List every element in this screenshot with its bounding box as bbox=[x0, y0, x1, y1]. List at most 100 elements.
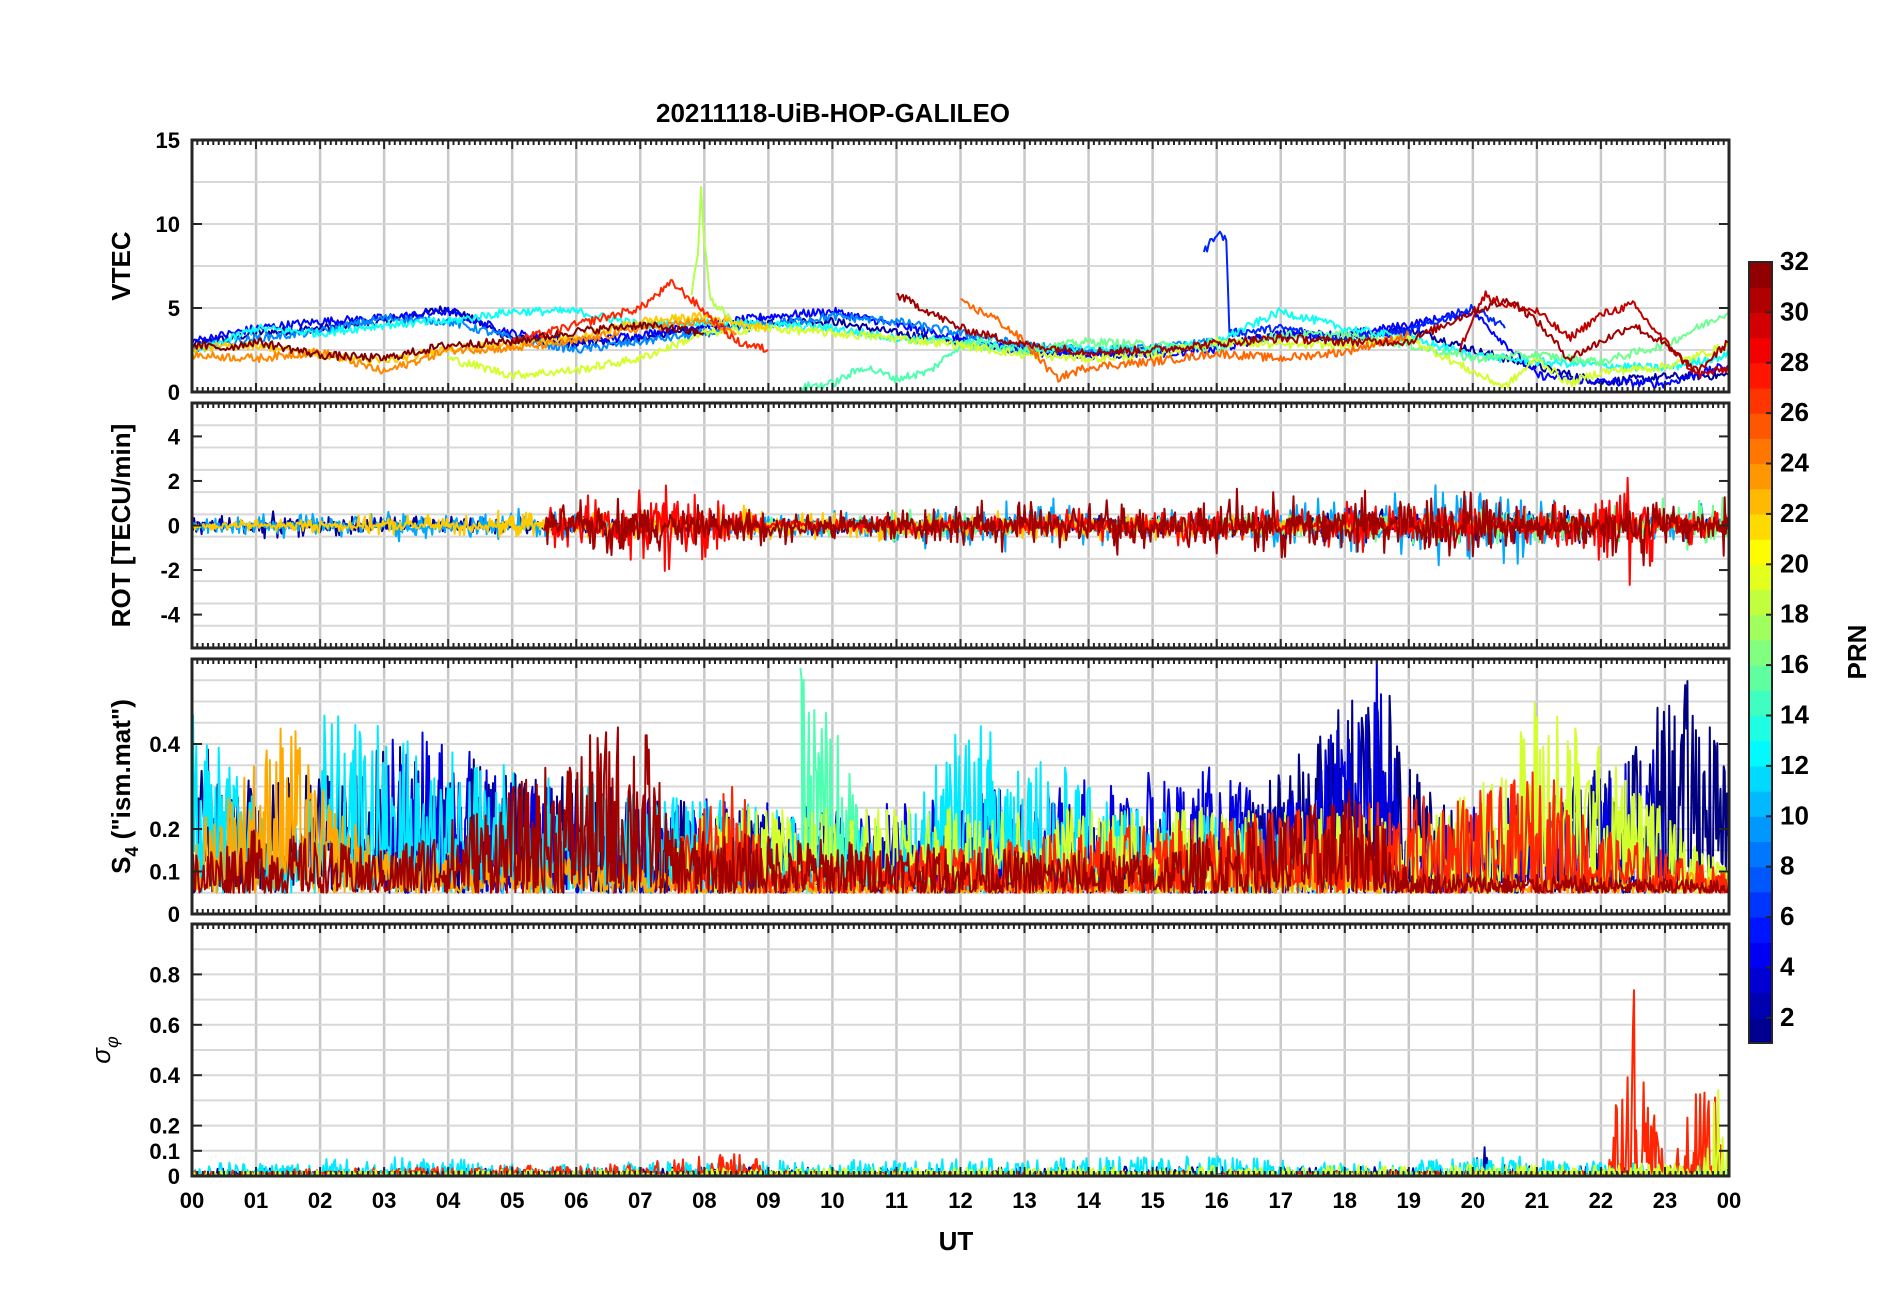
traces bbox=[192, 476, 1729, 586]
series-prn-31 bbox=[192, 726, 1729, 894]
colorbar-segment bbox=[1749, 841, 1772, 868]
colorbar-segment bbox=[1749, 438, 1772, 465]
x-tick-label: 21 bbox=[1525, 1188, 1549, 1213]
y-tick-label: -2 bbox=[160, 558, 180, 583]
x-tick-label: 00 bbox=[1717, 1188, 1741, 1213]
x-tick-label: 08 bbox=[692, 1188, 716, 1213]
colorbar-segment bbox=[1749, 891, 1772, 918]
series-prn-19 bbox=[447, 324, 1729, 389]
y-tick-label: 0 bbox=[168, 1164, 180, 1189]
y-axis-label: VTEC bbox=[106, 231, 136, 301]
colorbar-tick-label: 14 bbox=[1780, 699, 1809, 729]
colorbar-frame bbox=[1748, 261, 1773, 1044]
x-tick-label: 10 bbox=[820, 1188, 844, 1213]
y-tick-label: 10 bbox=[156, 212, 180, 237]
colorbar-segment bbox=[1749, 312, 1772, 339]
x-tick-label: 04 bbox=[436, 1188, 461, 1213]
y-tick-label: 0.8 bbox=[149, 962, 180, 987]
colorbar-segment bbox=[1749, 665, 1772, 691]
colorbar-segment bbox=[1749, 866, 1772, 893]
panel-sigma_phi: 00.10.2 0.4 0.6 0.8 σφ 00 01 02 03 04 05 06 07 08 09 10… bbox=[86, 922, 1741, 1213]
colorbar-tick-label: 28 bbox=[1780, 347, 1809, 377]
y-tick-label: 5 bbox=[168, 296, 180, 321]
y-tick-label: 0.1 bbox=[149, 1139, 180, 1164]
y-tick-label: 2 bbox=[168, 469, 180, 494]
series-prn-18 bbox=[690, 185, 738, 326]
colorbar-tick-label: 6 bbox=[1780, 901, 1794, 931]
x-tick-label: 17 bbox=[1268, 1188, 1292, 1213]
colorbar-tick-label: 22 bbox=[1780, 498, 1809, 528]
series-prn-31 bbox=[544, 487, 1729, 567]
y-tick-label: -4 bbox=[160, 603, 180, 628]
colorbar-segment bbox=[1749, 992, 1772, 1019]
x-axis-label: UT bbox=[939, 1226, 974, 1256]
minor-ticks bbox=[191, 924, 1730, 1176]
colorbar-tick-label: 18 bbox=[1780, 599, 1809, 629]
x-tick-label: 13 bbox=[1012, 1188, 1036, 1213]
colorbar-segment bbox=[1749, 463, 1772, 490]
colorbar-segment bbox=[1749, 917, 1772, 943]
y-axis-label: ROT [TECU/min] bbox=[106, 424, 136, 628]
panel-vtec: 0 5 10 15 VTEC bbox=[106, 128, 1731, 405]
colorbar-segment bbox=[1749, 362, 1772, 389]
series-prn-31 bbox=[896, 292, 1729, 375]
colorbar-segment bbox=[1749, 791, 1772, 817]
y-tick-label: 0.2 bbox=[149, 817, 180, 842]
colorbar-segment bbox=[1749, 816, 1772, 843]
colorbar-tick-label: 32 bbox=[1780, 246, 1809, 276]
x-tick-label: 23 bbox=[1653, 1188, 1677, 1213]
colorbar-segment bbox=[1749, 690, 1772, 717]
x-tick-label: 14 bbox=[1076, 1188, 1101, 1213]
colorbar-tick-label: 12 bbox=[1780, 750, 1809, 780]
chart-title: 20211118-UiB-HOP-GALILEO bbox=[656, 98, 1010, 128]
colorbar-segment bbox=[1749, 765, 1772, 792]
colorbar-segment bbox=[1749, 387, 1772, 414]
series-prn-25 bbox=[960, 298, 1410, 383]
panel-rot: -4 -2 0 2 4 ROT [TECU/min] bbox=[106, 401, 1731, 650]
x-tick-label: 12 bbox=[948, 1188, 972, 1213]
x-tick-label: 00 bbox=[180, 1188, 204, 1213]
colorbar-segment bbox=[1749, 337, 1772, 364]
colorbar-segment bbox=[1749, 1017, 1772, 1044]
panel-s4: 0 0.1 0.2 0.4 S4 ("ism.mat") bbox=[106, 657, 1731, 927]
colorbar-segment bbox=[1749, 413, 1772, 439]
y-tick-label: 0.2 bbox=[149, 1114, 180, 1139]
y-axis-label: S4 ("ism.mat") bbox=[106, 699, 142, 874]
y-tick-label: 0.6 bbox=[149, 1013, 180, 1038]
colorbar-segment bbox=[1749, 262, 1772, 288]
colorbar-tick-label: 10 bbox=[1780, 800, 1809, 830]
colorbar-segment bbox=[1749, 287, 1772, 313]
colorbar-segment bbox=[1749, 967, 1772, 994]
x-tick-label: 22 bbox=[1589, 1188, 1613, 1213]
y-tick-label: 0.1 bbox=[149, 860, 180, 885]
x-tick-label: 16 bbox=[1204, 1188, 1228, 1213]
x-tick-label: 15 bbox=[1140, 1188, 1164, 1213]
minor-ticks bbox=[191, 140, 1730, 392]
y-tick-label: 0 bbox=[168, 380, 180, 405]
colorbar-tick-label: 20 bbox=[1780, 548, 1809, 578]
colorbar-segment bbox=[1749, 539, 1772, 565]
y-axis-label: σφ bbox=[86, 1036, 122, 1064]
minor-ticks bbox=[191, 403, 1730, 648]
x-tick-label: 09 bbox=[756, 1188, 780, 1213]
traces bbox=[192, 185, 1729, 391]
colorbar-segment bbox=[1749, 740, 1772, 767]
x-tick-label: 01 bbox=[244, 1188, 268, 1213]
colorbar-tick-label: 30 bbox=[1780, 296, 1809, 326]
y-tick-label: 0 bbox=[168, 514, 180, 539]
y-tick-label: 15 bbox=[156, 128, 180, 153]
x-tick-label: 19 bbox=[1397, 1188, 1421, 1213]
x-tick-label: 06 bbox=[564, 1188, 588, 1213]
colorbar-label: PRN bbox=[1842, 625, 1872, 680]
colorbar-segment bbox=[1749, 715, 1772, 742]
x-tick-label: 02 bbox=[308, 1188, 332, 1213]
y-tick-label: 0 bbox=[168, 902, 180, 927]
colorbar-tick-label: 24 bbox=[1780, 448, 1809, 478]
y-tick-label: 4 bbox=[168, 424, 181, 449]
colorbar-segment bbox=[1749, 614, 1772, 641]
x-tick-label: 20 bbox=[1461, 1188, 1485, 1213]
x-tick-label: 18 bbox=[1333, 1188, 1357, 1213]
y-tick-label: 0.4 bbox=[149, 732, 180, 757]
